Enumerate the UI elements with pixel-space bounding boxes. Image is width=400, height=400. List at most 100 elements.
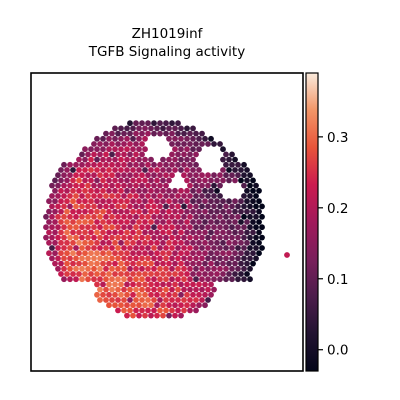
- tissue-spot: [211, 172, 217, 179]
- tissue-spot: [223, 265, 229, 272]
- tissue-spot: [223, 203, 229, 210]
- tissue-spot: [76, 250, 82, 257]
- tissue-spot: [55, 193, 61, 199]
- tissue-spot: [67, 224, 73, 231]
- tissue-spot: [235, 255, 241, 262]
- tissue-spot: [91, 182, 97, 189]
- tissue-spot: [196, 177, 202, 184]
- tissue-spot: [193, 245, 199, 251]
- tissue-spot: [91, 265, 97, 272]
- chart-title-line-1: ZH1019inf: [132, 26, 204, 42]
- tissue-spot: [136, 125, 142, 132]
- tissue-spot: [202, 250, 208, 257]
- tissue-spot: [133, 161, 139, 168]
- tissue-spot: [202, 239, 208, 246]
- tissue-spot: [91, 213, 97, 220]
- tissue-spot: [247, 172, 253, 179]
- tissue-spot: [103, 255, 109, 262]
- tissue-spot: [142, 229, 148, 236]
- tissue-spot: [106, 135, 112, 142]
- tissue-spot: [139, 193, 145, 199]
- tissue-spot: [217, 182, 223, 189]
- tissue-spot: [169, 265, 175, 272]
- tissue-spot: [226, 250, 232, 257]
- tissue-spot: [169, 120, 175, 127]
- tissue-spot: [154, 312, 160, 319]
- tissue-spot: [247, 255, 253, 262]
- tissue-spot: [166, 135, 172, 142]
- tissue-spot: [139, 120, 145, 127]
- tissue-spot: [208, 135, 214, 142]
- tissue-spot: [232, 208, 238, 215]
- tissue-spot: [172, 208, 178, 215]
- tissue-spot: [106, 219, 112, 225]
- tissue-spot: [199, 234, 205, 241]
- tissue-spot: [109, 172, 115, 179]
- tissue-spot: [64, 208, 70, 215]
- tissue-spot: [145, 224, 151, 231]
- tissue-spot: [70, 167, 76, 173]
- tissue-spot: [214, 198, 220, 205]
- tissue-spot: [187, 182, 193, 189]
- tissue-spot: [121, 234, 127, 241]
- tissue-spot: [88, 146, 94, 153]
- tissue-spot: [49, 182, 55, 189]
- tissue-spot: [106, 250, 112, 257]
- tissue-spot: [205, 172, 211, 179]
- tissue-spot: [52, 219, 58, 225]
- tissue-spot: [199, 172, 205, 179]
- tissue-spot: [67, 193, 73, 199]
- tissue-spot: [79, 213, 85, 220]
- tissue-spot: [148, 250, 154, 257]
- tissue-spot: [232, 271, 238, 277]
- tissue-spot: [169, 151, 175, 158]
- tissue-spot: [142, 250, 148, 257]
- tissue-spot: [244, 229, 250, 236]
- tissue-spot: [100, 156, 106, 163]
- tissue-spot: [70, 187, 76, 194]
- tissue-spot: [199, 276, 205, 283]
- tissue-spot: [109, 245, 115, 251]
- tissue-spot: [52, 260, 58, 267]
- tissue-spot: [103, 161, 109, 168]
- tissue-spot: [196, 187, 202, 194]
- tissue-spot: [133, 265, 139, 272]
- tissue-spot: [136, 156, 142, 163]
- tissue-spot: [97, 245, 103, 251]
- tissue-spot: [136, 302, 142, 309]
- tissue-spot: [151, 245, 157, 251]
- tissue-spot: [112, 156, 118, 163]
- tissue-spot: [91, 224, 97, 231]
- tissue-spot: [217, 255, 223, 262]
- tissue-spot: [199, 203, 205, 210]
- colorbar-ticks: 0.0 0.1 0.2 0.3: [318, 130, 348, 359]
- tissue-spot: [247, 224, 253, 231]
- tissue-spot: [127, 307, 133, 314]
- tissue-spot: [55, 172, 61, 179]
- tissue-spot: [247, 276, 253, 283]
- tissue-spot: [61, 193, 67, 199]
- tissue-spot: [166, 167, 172, 173]
- tissue-spot: [127, 182, 133, 189]
- colorbar-tick-label: 0.2: [327, 201, 348, 217]
- tissue-spot: [166, 208, 172, 215]
- tissue-spot: [166, 187, 172, 194]
- tissue-spot: [145, 297, 151, 303]
- tissue-spot: [106, 208, 112, 215]
- tissue-spot: [118, 219, 124, 225]
- tissue-spot: [97, 286, 103, 293]
- tissue-spot: [145, 193, 151, 199]
- tissue-spot: [238, 219, 244, 225]
- tissue-spot: [223, 172, 229, 179]
- tissue-spot: [172, 125, 178, 132]
- tissue-spot: [184, 125, 190, 132]
- tissue-spot: [115, 213, 121, 220]
- tissue-spot: [97, 224, 103, 231]
- tissue-spot: [73, 224, 79, 231]
- tissue-spot: [190, 229, 196, 236]
- tissue-spot: [175, 141, 181, 147]
- tissue-spot: [79, 276, 85, 283]
- tissue-spot: [85, 245, 91, 251]
- tissue-spot: [130, 156, 136, 163]
- tissue-spot: [181, 276, 187, 283]
